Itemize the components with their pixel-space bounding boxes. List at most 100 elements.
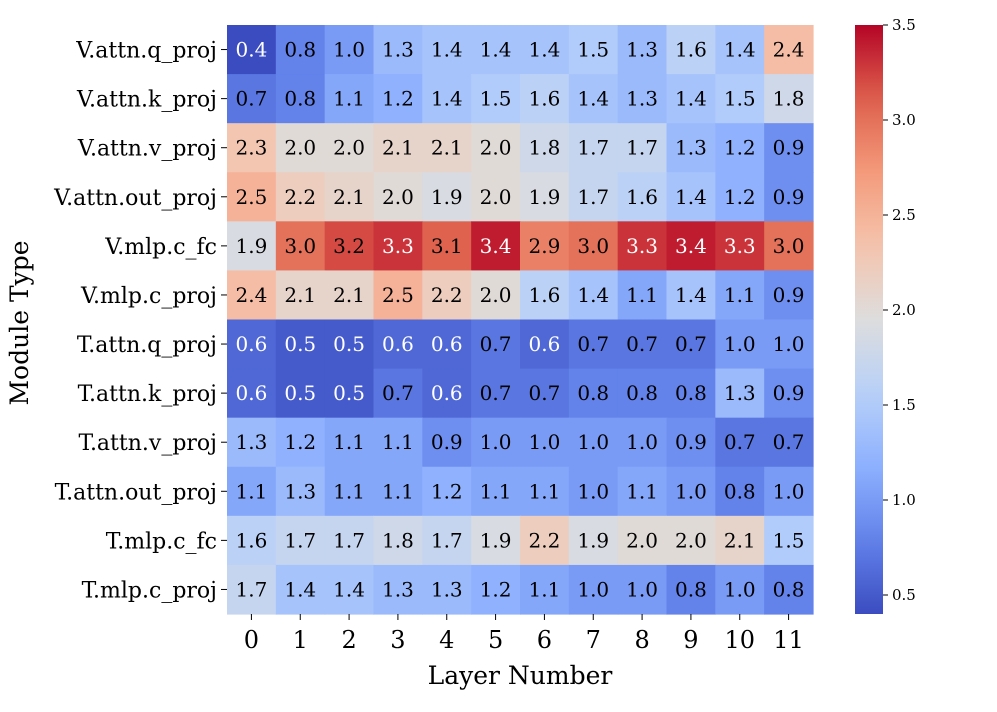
cell-value-label: 2.0 — [626, 528, 658, 552]
heatmap-cell — [373, 417, 423, 468]
cell-value-label: 2.2 — [284, 185, 316, 209]
heatmap-cell — [715, 417, 765, 468]
heatmap-cell — [617, 319, 668, 370]
heatmap-cell — [275, 417, 326, 468]
cell-value-label: 2.4 — [773, 38, 805, 62]
heatmap-cell — [422, 123, 472, 173]
cell-value-label: 1.0 — [333, 38, 365, 62]
colorbar-tick-label: 1.5 — [892, 396, 916, 414]
cell-value-label: 0.8 — [284, 38, 316, 62]
cell-value-label: 3.0 — [773, 234, 805, 258]
cell-value-label: 0.9 — [773, 136, 805, 160]
cell-value-label: 0.8 — [773, 577, 805, 601]
heatmap-cell — [324, 515, 375, 566]
heatmap-cell — [324, 319, 375, 370]
heatmap-cell — [422, 417, 472, 468]
heatmap-cell — [764, 123, 814, 173]
heatmap-cell — [373, 564, 423, 615]
cell-value-label: 2.9 — [529, 234, 561, 258]
heatmap-cell — [471, 466, 521, 517]
heatmap-cell — [471, 123, 521, 173]
heatmap-cell — [422, 564, 472, 615]
cell-value-label: 1.1 — [529, 479, 561, 503]
heatmap-cell — [617, 515, 668, 566]
heatmap-cell — [520, 368, 570, 419]
cell-value-label: 2.1 — [333, 185, 365, 209]
cell-value-label: 0.7 — [626, 332, 658, 356]
heatmap-cell — [666, 466, 716, 517]
cell-value-label: 2.1 — [431, 136, 463, 160]
heatmap-cell — [520, 123, 570, 173]
heatmap-cell — [666, 270, 716, 321]
heatmap-cell — [275, 515, 326, 566]
heatmap-cell — [666, 25, 716, 75]
heatmap-cell — [373, 221, 423, 272]
colorbar-gradient — [855, 25, 883, 614]
colorbar-tick-label: 2.0 — [892, 301, 916, 319]
heatmap-cell — [471, 417, 521, 468]
heatmap-cell — [422, 172, 472, 222]
heatmap-cell — [520, 25, 570, 75]
cell-value-label: 1.1 — [382, 430, 414, 454]
heatmap-cell — [568, 221, 619, 272]
heatmap-cell — [715, 221, 765, 272]
y-tick-label: T.mlp.c_fc — [106, 529, 217, 554]
heatmap-cells: 0.4 0.8 1.0 1.3 1.4 1.4 1.4 1.5 1.3 1.6 1.4 2.4 0.7 0… — [227, 25, 814, 615]
heatmap-cell — [764, 564, 814, 615]
cell-value-label: 1.5 — [577, 38, 609, 62]
heatmap-cell — [422, 319, 472, 370]
y-tick-label: V.mlp.c_proj — [80, 284, 217, 309]
heatmap-cell — [666, 221, 716, 272]
heatmap-cell — [227, 564, 277, 615]
cell-value-label: 1.5 — [773, 528, 805, 552]
heatmap-cell — [520, 466, 570, 517]
heatmap-cell — [324, 172, 375, 222]
cell-value-label: 1.3 — [382, 38, 414, 62]
heatmap-cell — [520, 270, 570, 321]
x-tick-label: 8 — [634, 626, 649, 654]
heatmap-cell — [471, 172, 521, 222]
colorbar-tick-label: 3.0 — [892, 111, 916, 129]
heatmap-cell — [373, 25, 423, 75]
cell-value-label: 0.7 — [480, 381, 512, 405]
heatmap-cell — [617, 74, 668, 124]
heatmap-cell — [471, 368, 521, 419]
heatmap-cell — [764, 466, 814, 517]
cell-value-label: 1.7 — [626, 136, 658, 160]
cell-value-label: 1.0 — [626, 430, 658, 454]
heatmap-cell — [715, 172, 765, 222]
heatmap-cell — [275, 221, 326, 272]
cell-value-label: 0.7 — [773, 430, 805, 454]
cell-value-label: 1.6 — [529, 283, 561, 307]
colorbar-tick-label: 3.5 — [892, 16, 916, 34]
cell-value-label: 0.9 — [431, 430, 463, 454]
cell-value-label: 0.5 — [284, 332, 316, 356]
cell-value-label: 2.4 — [236, 283, 268, 307]
heatmap-cell — [324, 270, 375, 321]
heatmap-cell — [471, 319, 521, 370]
cell-value-label: 1.7 — [284, 528, 316, 552]
cell-value-label: 1.1 — [724, 283, 756, 307]
cell-value-label: 0.6 — [236, 332, 268, 356]
cell-value-label: 3.3 — [626, 234, 658, 258]
cell-value-label: 1.2 — [431, 479, 463, 503]
cell-value-label: 1.0 — [577, 430, 609, 454]
cell-value-label: 0.8 — [724, 479, 756, 503]
x-tick-label: 5 — [488, 626, 503, 654]
cell-value-label: 1.4 — [577, 283, 609, 307]
cell-value-label: 1.4 — [675, 87, 707, 111]
cell-value-label: 1.1 — [382, 479, 414, 503]
cell-value-label: 1.4 — [431, 87, 463, 111]
heatmap-cell — [617, 564, 668, 615]
cell-value-label: 1.4 — [675, 185, 707, 209]
heatmap-cell — [471, 515, 521, 566]
heatmap-cell — [568, 270, 619, 321]
y-tick-label: V.attn.v_proj — [77, 137, 217, 162]
heatmap-cell — [715, 319, 765, 370]
cell-value-label: 0.7 — [724, 430, 756, 454]
heatmap-cell — [422, 368, 472, 419]
heatmap-cell — [275, 319, 326, 370]
heatmap-cell — [324, 466, 375, 517]
x-tick-label: 7 — [586, 626, 601, 654]
heatmap-cell — [227, 74, 277, 124]
